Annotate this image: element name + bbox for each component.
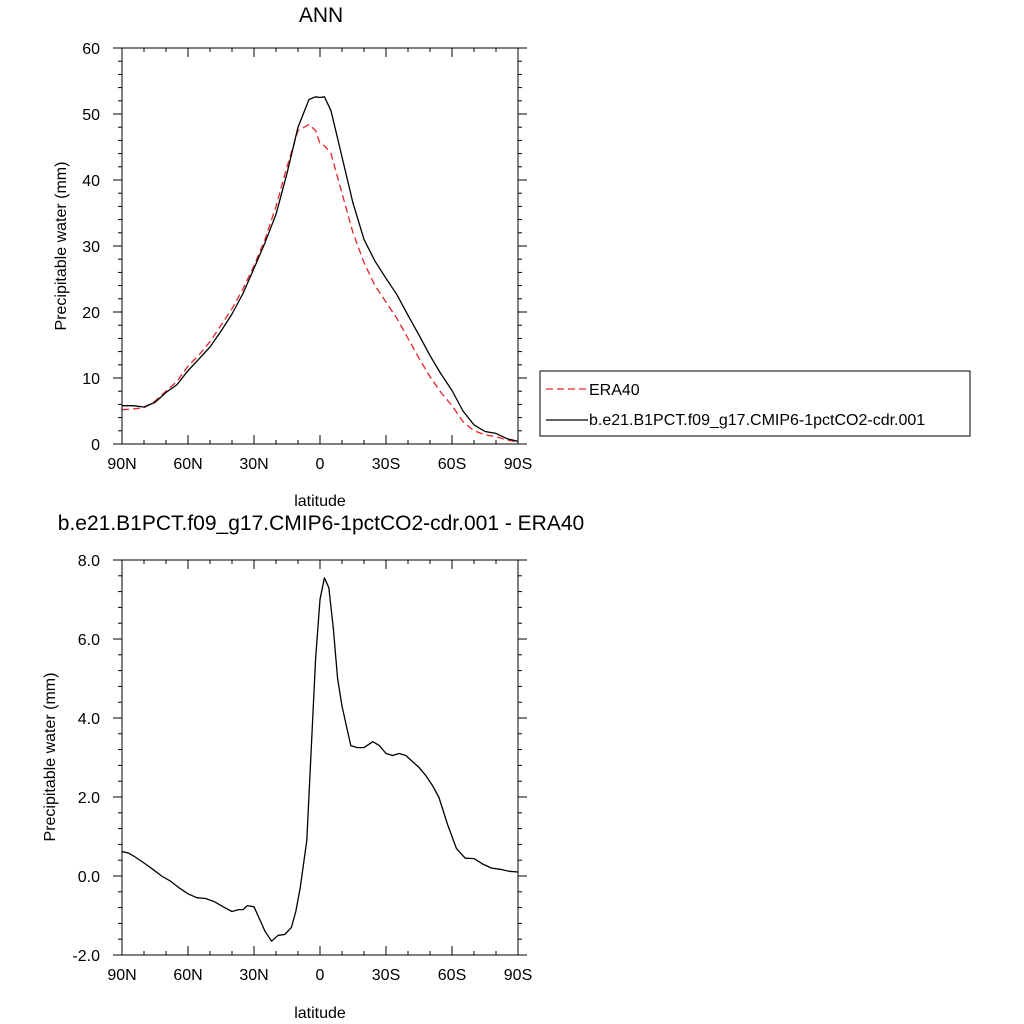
bottom-y-tick-label: -2.0 <box>72 948 100 965</box>
top-y-axis-label: Precipitable water (mm) <box>53 162 70 331</box>
bottom-y-tick-label: 4.0 <box>78 711 100 728</box>
top-x-tick-label: 90S <box>504 456 532 473</box>
bottom-x-tick-label: 60S <box>438 967 466 984</box>
bottom-panel: b.e21.B1PCT.f09_g17.CMIP6-1pctCO2-cdr.00… <box>42 512 584 1022</box>
bottom-axis-ticks: 90N 60N 30N 0 30S 60S 90S -2.0 0.0 2.0 4.0 6.0 8.0 <box>72 553 532 984</box>
bottom-plot-frame <box>121 559 519 956</box>
legend: ERA40 b.e21.B1PCT.f09_g17.CMIP6-1pctCO2-… <box>539 370 971 437</box>
top-y-tick-label: 50 <box>82 107 100 124</box>
bottom-x-tick-label: 60N <box>173 967 202 984</box>
bottom-chart-title: b.e21.B1PCT.f09_g17.CMIP6-1pctCO2-cdr.00… <box>58 512 584 535</box>
legend-label-era40: ERA40 <box>589 382 640 399</box>
bottom-y-axis-label: Precipitable water (mm) <box>42 673 59 842</box>
bottom-x-tick-label: 90N <box>107 967 136 984</box>
top-x-tick-label: 60N <box>173 456 202 473</box>
top-x-tick-label: 30S <box>372 456 400 473</box>
top-y-tick-label: 40 <box>82 173 100 190</box>
top-x-tick-label: 60S <box>438 456 466 473</box>
top-x-tick-label: 0 <box>316 456 325 473</box>
bottom-x-tick-label: 30N <box>239 967 268 984</box>
bottom-x-tick-label: 90S <box>504 967 532 984</box>
top-y-tick-label: 30 <box>82 239 100 256</box>
top-x-tick-label: 90N <box>107 456 136 473</box>
bottom-series-line-1 <box>121 577 519 942</box>
top-chart-title: ANN <box>299 4 343 27</box>
bottom-x-axis-label: latitude <box>294 1005 346 1022</box>
legend-label-model: b.e21.B1PCT.f09_g17.CMIP6-1pctCO2-cdr.00… <box>589 412 925 429</box>
top-y-tick-label: 20 <box>82 305 100 322</box>
top-axis-ticks: 90N 60N 30N 0 30S 60S 90S 0 10 20 30 40 50 60 <box>82 41 532 473</box>
top-series-line-1 <box>121 123 519 443</box>
legend-box <box>539 370 971 437</box>
bottom-y-tick-label: 8.0 <box>78 553 100 570</box>
top-panel: ANN 90N 60N 30N 0 30S 60S 90S 0 10 20 30 40 50 60 lat… <box>53 4 971 510</box>
top-x-tick-label: 30N <box>239 456 268 473</box>
top-series-lines <box>121 96 519 443</box>
bottom-series-lines <box>121 577 519 942</box>
bottom-y-tick-label: 0.0 <box>78 869 100 886</box>
top-y-tick-label: 0 <box>91 437 100 454</box>
bottom-x-tick-label: 30S <box>372 967 400 984</box>
bottom-x-tick-label: 0 <box>316 967 325 984</box>
bottom-y-tick-label: 6.0 <box>78 632 100 649</box>
top-x-axis-label: latitude <box>294 493 346 510</box>
top-y-tick-label: 60 <box>82 41 100 58</box>
bottom-y-tick-label: 2.0 <box>78 790 100 807</box>
top-plot-frame <box>121 47 519 445</box>
top-series-line-2 <box>122 96 519 443</box>
top-y-tick-label: 10 <box>82 371 100 388</box>
